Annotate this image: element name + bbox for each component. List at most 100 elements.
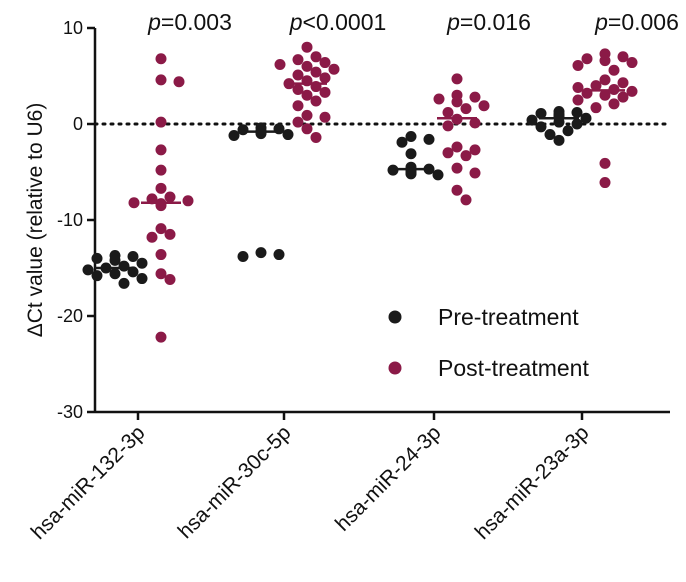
data-point (590, 102, 602, 114)
x-category-label: hsa-miR-30c-5p (174, 421, 296, 543)
data-points (82, 41, 638, 343)
data-point (301, 123, 313, 135)
data-point (155, 116, 167, 128)
data-point (469, 91, 481, 103)
data-point (164, 191, 176, 203)
p-value-text: =0.003 (161, 9, 232, 35)
data-point (164, 274, 176, 286)
data-point (128, 197, 140, 209)
data-point (136, 257, 148, 269)
data-point (292, 83, 304, 95)
data-point (274, 58, 286, 70)
p-value-annotations: p=0.003 p<0.0001 p=0.016 p=0.006 (147, 9, 679, 35)
data-point (544, 129, 556, 141)
data-point (451, 73, 463, 85)
data-point (608, 64, 620, 76)
x-category-label: hsa-miR-23a-3p (471, 421, 594, 544)
data-point (109, 254, 121, 266)
data-point (82, 264, 94, 276)
data-point (155, 182, 167, 194)
legend-label: Post-treatment (438, 355, 589, 381)
data-point (292, 116, 304, 128)
data-point (469, 117, 481, 129)
p-value-text: =0.006 (608, 9, 679, 35)
legend-label: Pre-treatment (438, 304, 579, 330)
x-category-label: hsa-miR-24-3p (331, 421, 445, 535)
data-point (328, 63, 340, 75)
p-value-label: p=0.006 (594, 9, 679, 35)
data-point (155, 331, 167, 343)
data-point (553, 134, 565, 146)
data-point (301, 60, 313, 72)
data-point (155, 268, 167, 280)
median-lines (95, 82, 625, 270)
y-tick-label: -10 (57, 210, 83, 230)
data-point (469, 167, 481, 179)
p-symbol: p (594, 9, 608, 35)
data-point (155, 144, 167, 156)
data-point (310, 95, 322, 107)
data-point (292, 54, 304, 66)
y-tick-label: 10 (63, 18, 83, 38)
data-point (405, 148, 417, 160)
data-point (155, 223, 167, 235)
data-point (572, 94, 584, 106)
data-point (432, 169, 444, 181)
legend-marker (388, 361, 402, 375)
data-point (460, 194, 472, 206)
data-point (282, 129, 294, 141)
data-point (442, 147, 454, 159)
data-point (319, 72, 331, 84)
legend: Pre-treatment Post-treatment (388, 304, 589, 381)
y-tick-label: -20 (57, 306, 83, 326)
data-point (562, 125, 574, 137)
data-point (451, 141, 463, 153)
data-point (405, 130, 417, 142)
data-point (228, 130, 240, 142)
data-point (255, 247, 267, 259)
p-value-label: p=0.016 (446, 9, 531, 35)
y-axis-title: ΔCt value (relative to U6) (24, 103, 47, 338)
data-point (617, 77, 629, 89)
data-point (626, 57, 638, 69)
data-point (572, 82, 584, 94)
data-point (136, 273, 148, 285)
data-point (310, 51, 322, 63)
data-point (155, 53, 167, 65)
data-point (460, 103, 472, 115)
data-point (155, 164, 167, 176)
data-point (469, 144, 481, 156)
data-point (442, 120, 454, 132)
data-point (310, 131, 322, 143)
p-value-text: <0.0001 (303, 9, 387, 35)
data-point (109, 268, 121, 280)
data-point (173, 76, 185, 88)
data-point (310, 66, 322, 78)
data-point (451, 162, 463, 174)
data-point (442, 106, 454, 118)
data-point (91, 252, 103, 264)
data-point (599, 177, 611, 189)
data-point (617, 51, 629, 63)
data-point (590, 80, 602, 92)
legend-marker (388, 310, 402, 324)
data-point (526, 114, 538, 126)
data-point (599, 157, 611, 169)
data-point (255, 128, 267, 140)
data-point (451, 96, 463, 108)
data-point (319, 86, 331, 98)
p-symbol: p (446, 9, 460, 35)
data-point (127, 250, 139, 262)
data-point (164, 228, 176, 240)
data-point (599, 89, 611, 101)
data-point (617, 91, 629, 103)
p-value-label: p<0.0001 (289, 9, 387, 35)
data-point (599, 55, 611, 67)
data-point (301, 41, 313, 53)
data-point (535, 121, 547, 133)
data-point (396, 136, 408, 148)
data-point (146, 231, 158, 243)
data-point (451, 184, 463, 196)
data-point (301, 109, 313, 121)
